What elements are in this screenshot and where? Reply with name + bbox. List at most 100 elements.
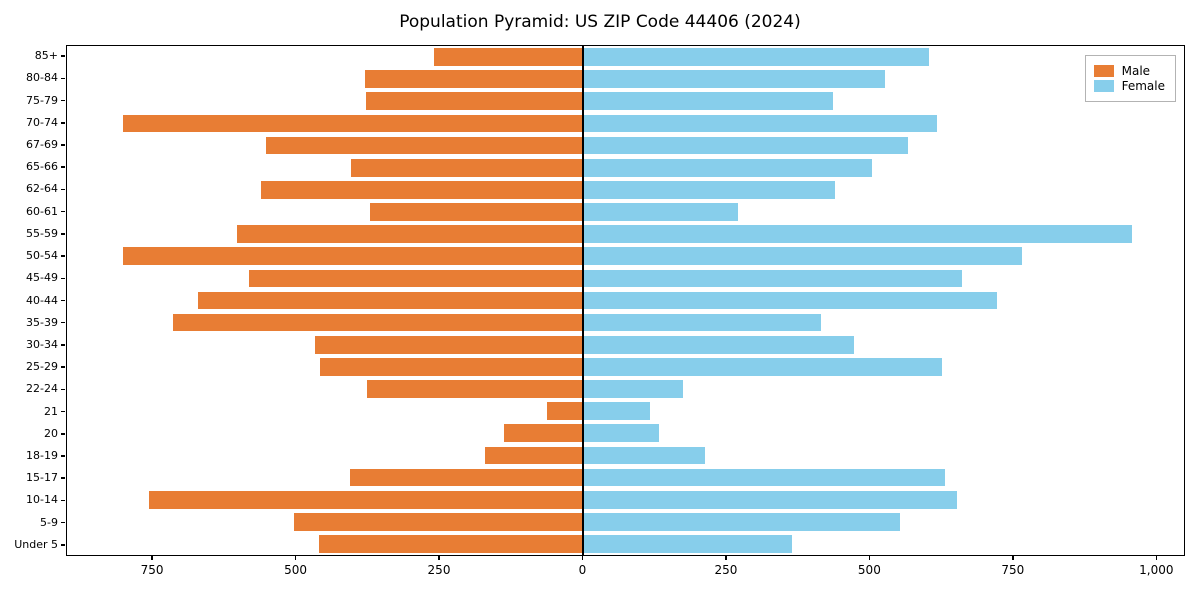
bar-female	[582, 269, 963, 288]
bar-female	[582, 291, 998, 310]
y-tick-mark	[61, 433, 65, 435]
y-tick-mark	[61, 255, 65, 257]
x-tick-label: 500	[284, 563, 307, 577]
y-tick-label: 45-49	[26, 271, 58, 285]
zero-axis-line	[581, 46, 584, 555]
bar-male	[315, 335, 583, 354]
y-tick-mark	[61, 144, 65, 146]
x-tick-mark	[438, 556, 440, 560]
y-tick-mark	[61, 99, 65, 102]
legend-item-female: Female	[1093, 79, 1165, 93]
x-tick-mark	[725, 556, 727, 560]
bar-female	[582, 247, 1023, 266]
y-tick-mark	[61, 166, 65, 168]
bar-male	[248, 269, 583, 288]
bar-male	[172, 313, 583, 332]
x-tick-mark	[151, 556, 153, 560]
bar-male	[366, 92, 583, 111]
bar-female	[582, 335, 855, 354]
x-tick-label: 750	[140, 563, 164, 577]
bar-male	[148, 490, 583, 509]
bar-male	[370, 203, 583, 221]
y-tick-label: 85+	[34, 49, 58, 63]
y-tick-label: Under 5	[14, 537, 58, 551]
chart-title: Population Pyramid: US ZIP Code 44406 (2…	[399, 12, 801, 32]
bar-female	[582, 490, 958, 509]
bar-female	[582, 468, 945, 487]
y-tick-mark	[61, 366, 65, 368]
bar-male	[319, 535, 583, 553]
bar-male	[266, 136, 583, 155]
y-tick-label: 20	[44, 426, 58, 440]
y-tick-mark	[61, 321, 65, 324]
bar-female	[582, 535, 793, 553]
y-tick-mark	[61, 277, 65, 280]
y-tick-label: 50-54	[26, 249, 58, 263]
bar-female	[582, 424, 660, 443]
y-tick-label: 10-14	[26, 493, 58, 507]
bar-male	[123, 114, 583, 133]
y-tick-mark	[61, 188, 65, 191]
bar-male	[433, 48, 583, 66]
y-tick-label: 75-79	[26, 93, 58, 107]
bar-male	[260, 180, 583, 199]
bar-female	[582, 512, 901, 531]
legend-label-male: Male	[1121, 64, 1151, 78]
legend-item-male: Male	[1093, 64, 1165, 78]
legend: Male Female	[1084, 55, 1176, 102]
bar-female	[582, 158, 872, 177]
y-tick-label: 55-59	[26, 226, 58, 240]
x-tick-mark	[1155, 556, 1158, 560]
x-tick-mark	[294, 556, 297, 560]
bar-male	[349, 468, 583, 487]
y-tick-mark	[61, 477, 65, 479]
bar-female	[582, 180, 835, 199]
y-tick-label: 60-61	[26, 204, 58, 218]
x-tick-mark	[868, 556, 871, 560]
female-swatch-icon	[1093, 80, 1114, 92]
x-tick-label: 0	[578, 563, 587, 577]
bar-female	[582, 92, 833, 111]
bar-female	[582, 114, 937, 133]
y-tick-label: 18-19	[26, 449, 58, 463]
x-tick-label: 250	[714, 563, 738, 577]
y-tick-label: 40-44	[26, 293, 58, 307]
y-tick-mark	[61, 455, 65, 457]
y-tick-mark	[61, 233, 65, 235]
bar-female	[582, 313, 822, 332]
bar-female	[582, 70, 885, 89]
y-tick-label: 35-39	[26, 315, 58, 329]
bar-female	[582, 358, 943, 376]
y-tick-mark	[61, 299, 65, 302]
bar-female	[582, 225, 1133, 243]
y-tick-mark	[61, 344, 65, 346]
bar-male	[504, 424, 583, 443]
y-tick-label: 67-69	[26, 137, 58, 151]
bar-male	[320, 358, 583, 376]
legend-label-female: Female	[1121, 79, 1165, 93]
bar-male	[364, 70, 583, 89]
y-tick-mark	[61, 499, 65, 502]
bar-female	[582, 402, 651, 420]
y-tick-label: 80-84	[26, 71, 58, 85]
y-tick-mark	[61, 544, 65, 546]
y-tick-label: 62-64	[26, 182, 58, 196]
x-tick-label: 750	[1001, 563, 1025, 577]
x-tick-mark	[1012, 556, 1014, 560]
y-tick-mark	[61, 210, 65, 213]
bar-male	[485, 446, 583, 465]
bar-male	[351, 158, 583, 177]
plot-area: Male Female	[66, 45, 1185, 556]
y-tick-label: 30-34	[26, 337, 58, 351]
bar-female	[582, 48, 929, 66]
y-tick-label: 5-9	[40, 515, 58, 529]
bar-male	[294, 512, 583, 531]
y-tick-label: 65-66	[26, 160, 58, 174]
x-tick-label: 500	[857, 563, 881, 577]
male-swatch-icon	[1093, 65, 1114, 77]
bar-female	[582, 446, 705, 465]
y-tick-mark	[61, 55, 65, 57]
y-tick-label: 22-24	[26, 382, 58, 396]
bar-female	[582, 380, 683, 398]
